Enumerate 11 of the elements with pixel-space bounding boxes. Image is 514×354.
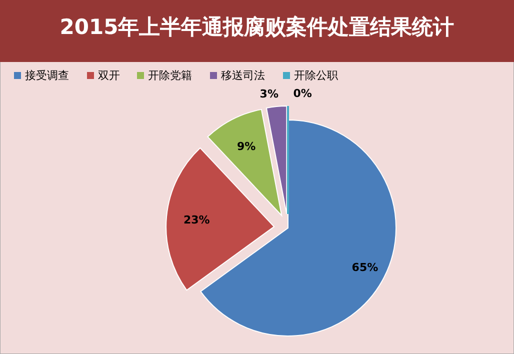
- legend-label: 开除党籍: [148, 69, 192, 82]
- legend-label: 双开: [98, 69, 120, 82]
- legend-label: 接受调查: [25, 69, 69, 82]
- chart-title: 2015年上半年通报腐败案件处置结果统计: [60, 15, 454, 39]
- data-label: 3%: [260, 87, 278, 100]
- data-label: 9%: [237, 140, 256, 154]
- data-label: 23%: [183, 213, 210, 226]
- legend-label: 移送司法: [221, 69, 265, 82]
- data-label: 65%: [352, 261, 378, 274]
- legend-label: 开除公职: [294, 69, 338, 82]
- text: 0%: [293, 86, 312, 100]
